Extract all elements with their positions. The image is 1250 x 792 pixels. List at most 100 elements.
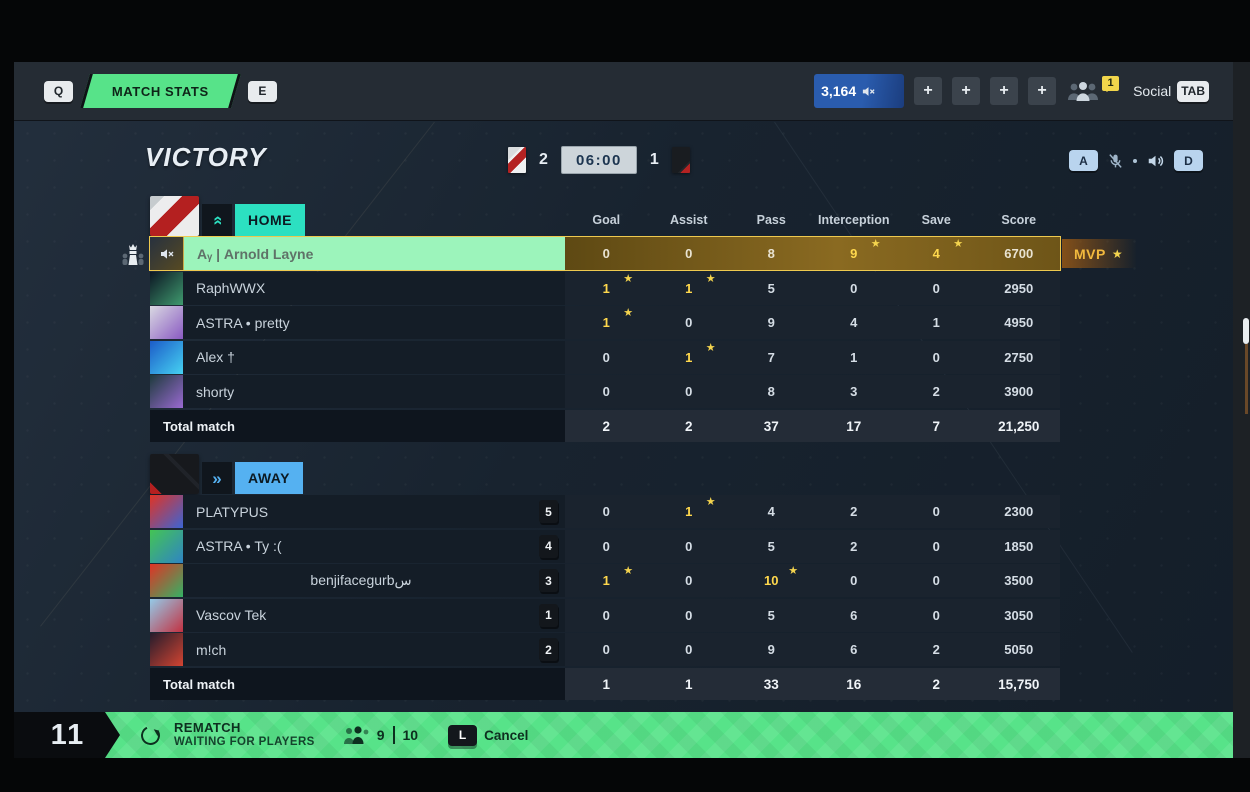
player-row[interactable]: m!ch 2 0 0 9 6 2 5050 xyxy=(150,633,1060,666)
key-hint-q[interactable]: Q xyxy=(44,80,73,102)
key-hint-tab[interactable]: TAB xyxy=(1177,80,1209,102)
stat-cell: 0 xyxy=(648,633,731,666)
stat-value: 0 xyxy=(685,607,693,623)
key-hint-voice[interactable]: A xyxy=(1069,150,1098,171)
stat-cell: 1 ★ xyxy=(648,495,731,528)
stat-value: 2 xyxy=(932,384,940,399)
stat-value: 0 xyxy=(602,607,610,623)
player-name-cell: Alex † xyxy=(150,340,565,374)
tab-match-stats[interactable]: MATCH STATS xyxy=(80,74,241,108)
currency-badge[interactable]: 3,164 xyxy=(814,74,905,108)
social-button[interactable]: 1 Social TAB xyxy=(1102,75,1209,102)
cancel-button[interactable]: L Cancel xyxy=(448,724,528,746)
scrollbar-thumb[interactable] xyxy=(1243,318,1249,344)
player-stats: 0 0 5 2 0 1850 xyxy=(565,529,1061,563)
key-hint-l[interactable]: L xyxy=(448,724,478,746)
player-row[interactable]: ASTRA • pretty 1 ★ 0 9 4 1 4950 xyxy=(150,306,1060,339)
player-row[interactable]: ASTRA • Ty :(4 0 0 5 2 0 1850 xyxy=(150,529,1061,563)
column-header: Pass xyxy=(756,213,786,227)
player-row[interactable]: PLATYPUS 5 0 1 ★ 4 2 0 2300 xyxy=(150,495,1060,528)
rematch-countdown: 11 xyxy=(50,718,86,751)
stat-cell: 0 xyxy=(565,599,648,632)
stat-value: 9 xyxy=(767,642,775,657)
stat-value: 1 xyxy=(602,280,610,296)
player-row[interactable]: Vascov Tek 1 0 0 5 6 0 3050 xyxy=(150,598,1060,632)
add-friend-button[interactable]: + xyxy=(914,77,943,105)
key-hint-e[interactable]: E xyxy=(247,80,277,102)
total-stat-value: 16 xyxy=(846,676,862,692)
player-name-cell: ASTRA • Ty :( 4 xyxy=(150,529,565,563)
away-score: 1 xyxy=(649,151,659,168)
home-score: 2 xyxy=(539,151,548,168)
player-row[interactable]: Alex † 0 1 ★ 7 1 0 2750 xyxy=(150,340,1060,374)
away-team-label: AWAY xyxy=(235,462,303,494)
stat-cell: 6 xyxy=(813,599,896,632)
player-avatar xyxy=(150,375,183,408)
match-stats-table: » HOME Goal Assist Pass Interception Save Sco… xyxy=(122,196,1138,700)
stat-cell: 9 ★ xyxy=(813,237,896,270)
player-avatar xyxy=(150,271,183,305)
stat-cell: 9 xyxy=(730,306,813,339)
player-name-cell: m!ch 2 xyxy=(150,633,565,666)
add-friend-button[interactable]: + xyxy=(1028,77,1057,105)
stat-cell: 4950 xyxy=(978,306,1061,339)
star-icon: ★ xyxy=(623,307,634,319)
stat-cell: 5 xyxy=(730,530,813,563)
stat-value: 0 xyxy=(602,642,610,657)
stat-cell: 3500 xyxy=(978,564,1061,597)
player-count: 9 10 xyxy=(343,725,418,745)
double-chevron-up-icon: » xyxy=(207,215,227,225)
stat-value: 7 xyxy=(767,349,775,365)
player-number-badge: 4 xyxy=(539,534,558,558)
player-row[interactable]: Aᵧ | Arnold Layne 0 0 8 9 ★ 4 ★ 6700 MVP ★ xyxy=(122,236,1138,271)
stat-value: 1 xyxy=(850,349,858,365)
top-hud: Q MATCH STATS E 3,164 + + + + xyxy=(14,62,1233,121)
total-stat-value: 2 xyxy=(684,418,693,434)
player-number-badge: 3 xyxy=(539,569,558,592)
add-friend-button[interactable]: + xyxy=(952,77,981,105)
player-stats: 0 1 ★ 4 2 0 2300 xyxy=(565,495,1060,528)
total-stat-value: 2 xyxy=(602,418,610,434)
player-number-badge: 5 xyxy=(539,500,558,523)
player-avatar xyxy=(150,529,183,563)
party-group-icon[interactable] xyxy=(1066,80,1100,102)
column-header: Save xyxy=(921,213,951,227)
player-name: ASTRA • Ty :( xyxy=(196,538,282,554)
stat-value: 0 xyxy=(685,315,693,330)
scrollbar-track xyxy=(1245,344,1248,414)
stat-cell: 0 xyxy=(565,237,648,270)
total-stat-value: 21,250 xyxy=(998,418,1040,434)
player-number-badge: 1 xyxy=(539,603,558,627)
players-max: 10 xyxy=(402,727,419,743)
party-leader-icon xyxy=(121,241,145,266)
column-header: Interception xyxy=(817,213,890,227)
stat-value: 5 xyxy=(767,538,775,554)
column-header: Assist xyxy=(669,213,708,227)
player-avatar xyxy=(150,237,184,270)
stat-cell: 0 xyxy=(813,564,896,597)
speaker-icon[interactable] xyxy=(1146,152,1165,170)
away-player-rows: PLATYPUS 5 0 1 ★ 4 2 0 2300 ASTRA • Ty :(4 0 0 5 2 0 18… xyxy=(150,495,1060,666)
star-icon: ★ xyxy=(623,565,634,577)
stat-cell: 1 xyxy=(813,341,896,374)
stat-cell: 2 xyxy=(813,530,896,563)
social-notification-badge: 1 xyxy=(1102,75,1120,92)
player-name: ASTRA • pretty xyxy=(196,314,290,331)
total-stat-cell: 15,750 xyxy=(978,668,1061,700)
stat-cell: 0 xyxy=(895,599,978,632)
stat-value: 1 xyxy=(685,504,693,519)
mic-muted-icon[interactable] xyxy=(1107,152,1124,170)
add-friend-button[interactable]: + xyxy=(990,77,1019,105)
player-row[interactable]: shorty 0 0 8 3 2 3900 xyxy=(150,375,1060,408)
stat-value: 1 xyxy=(932,315,940,330)
stat-cell: 1850 xyxy=(978,530,1061,563)
side-gutter xyxy=(1233,62,1250,758)
player-row[interactable]: benjifacegurbس 3 1 ★ 0 10 ★ 0 0 3500 xyxy=(150,564,1060,597)
stat-value: 0 xyxy=(685,384,693,399)
player-name: Vascov Tek xyxy=(196,607,267,623)
key-hint-sound[interactable]: D xyxy=(1174,150,1203,171)
stat-value: 0 xyxy=(685,246,693,261)
player-row[interactable]: RaphWWX 1 ★ 1 ★ 5 0 0 2950 xyxy=(150,271,1060,305)
stat-cell: 2 xyxy=(813,495,896,528)
stat-cell: 1 ★ xyxy=(648,272,731,305)
